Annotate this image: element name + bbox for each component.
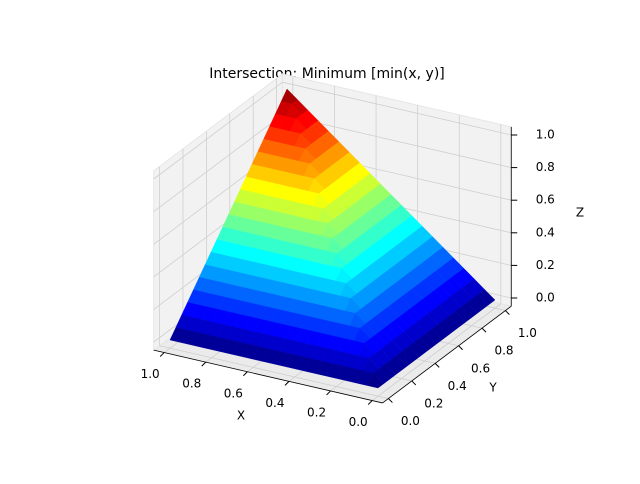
x-axis-label: X [237,409,245,423]
grid-line [371,303,502,401]
y-tick-label: 0.8 [494,344,513,358]
x-tick-label: 0.6 [224,386,243,400]
z-tick-label: 0.0 [536,291,555,305]
x-tick-label: 0.0 [349,415,368,429]
grid-line [282,81,512,136]
y-axis-label: Y [488,381,497,395]
z-tick-label: 0.8 [536,160,555,174]
z-tick-label: 1.0 [536,128,555,142]
grid-line [153,114,283,212]
y-tick [505,310,510,315]
z-axis-label: Z [576,206,584,220]
y-tick-label: 1.0 [518,326,537,340]
z-tick-label: 0.4 [536,225,555,239]
y-tick-label: 0.6 [471,361,490,375]
y-tick-label: 0.0 [401,414,420,428]
surface-facet [367,372,385,389]
y-tick-label: 0.2 [424,396,443,410]
x-tick-label: 0.4 [265,396,284,410]
x-tick [242,371,248,377]
x-tick [326,390,331,396]
y-tick-label: 0.4 [448,379,467,393]
y-tick [481,327,487,333]
y-tick [434,362,440,368]
x-tick [367,400,373,405]
chart-title: Intersection: Minimum [min(x, y)] [209,66,445,82]
x-tick [201,361,207,367]
x-tick [159,352,165,357]
grid-line [153,81,283,180]
z-tick-label: 0.6 [536,193,555,207]
x-tick [284,380,290,386]
grid-line [159,345,389,399]
y-tick [388,398,393,403]
x-tick-label: 0.8 [182,377,201,391]
x-axis-line [153,349,383,404]
x-tick-label: 1.0 [141,367,160,381]
z-tick-label: 0.2 [536,258,555,272]
y-tick [458,345,463,351]
x-tick-label: 0.2 [307,405,326,419]
y-tick [411,380,417,386]
y-axis-line [382,305,512,404]
